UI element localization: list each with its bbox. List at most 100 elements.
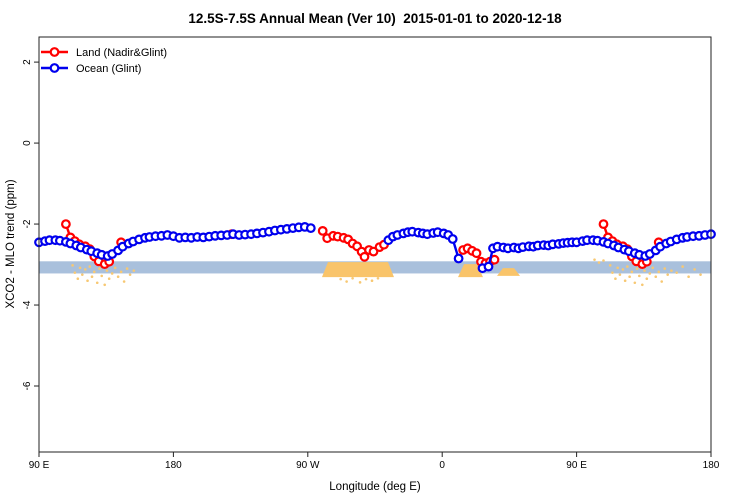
- legend-land-marker-icon: [49, 47, 60, 57]
- speckle-dot: [103, 283, 107, 287]
- speckle-dot: [621, 268, 625, 271]
- speckle-dot: [119, 270, 123, 274]
- speckle-dot: [132, 269, 136, 272]
- speckle-dot: [86, 279, 89, 283]
- speckle-dot: [657, 270, 661, 274]
- speckle-dot: [651, 266, 655, 270]
- land-patches: [321, 262, 521, 278]
- speckle-dot: [83, 268, 87, 271]
- ocean-point: [305, 223, 316, 234]
- speckle-dot: [635, 267, 639, 270]
- speckle-dot: [122, 280, 126, 283]
- speckle-dot: [71, 264, 74, 267]
- x-tick-label: 90 E: [566, 460, 587, 471]
- speckle-dot: [78, 266, 82, 270]
- speckle-dot: [638, 274, 641, 278]
- land-point: [359, 251, 370, 262]
- plot-border: [38, 36, 712, 453]
- speckle-dot: [663, 267, 667, 270]
- speckle-dot: [670, 269, 673, 272]
- legend: Land (Nadir&Glint) Ocean (Glint): [41, 47, 167, 75]
- speckle-dot: [81, 273, 84, 276]
- ocean-point: [453, 253, 464, 264]
- speckle-dot: [645, 277, 649, 281]
- speckle-dot: [110, 272, 114, 275]
- y-tick-label: 0: [22, 140, 33, 146]
- speckle-dot: [339, 277, 342, 281]
- speckle-dot: [687, 275, 690, 278]
- speckle-dot: [90, 275, 94, 278]
- y-tick-label: -2: [22, 219, 33, 228]
- x-axis-title: Longitude (deg E): [329, 481, 421, 493]
- data-series: [34, 219, 716, 274]
- speckle-dot: [113, 266, 117, 270]
- speckle-dot: [693, 268, 696, 271]
- speckle-dot: [125, 267, 129, 270]
- land-point: [598, 219, 609, 230]
- x-tick-label: 180: [703, 460, 720, 471]
- speckle-dot: [618, 273, 622, 276]
- y-axis: 2 0 -2 -4 -6: [22, 59, 39, 390]
- speckle-dot: [88, 265, 92, 268]
- speckle-dot: [608, 264, 612, 267]
- speckle-dot: [100, 274, 104, 278]
- speckle-dot: [643, 269, 646, 272]
- speckle-dot: [626, 265, 629, 268]
- speckle-markers: [71, 258, 702, 287]
- x-tick-label: 90 W: [296, 460, 320, 471]
- land-point: [61, 219, 71, 230]
- x-tick-label: 180: [165, 460, 182, 471]
- speckle-dot: [623, 279, 627, 283]
- speckle-dot: [98, 267, 101, 270]
- legend-land-label: Land (Nadir&Glint): [76, 47, 167, 59]
- speckle-dot: [92, 270, 96, 274]
- speckle-dot: [95, 281, 99, 285]
- legend-ocean-label: Ocean (Glint): [76, 63, 141, 75]
- y-tick-label: -4: [22, 300, 33, 309]
- speckle-dot: [699, 273, 702, 276]
- speckle-dot: [675, 271, 678, 274]
- speckle-dot: [358, 281, 362, 284]
- speckle-dot: [370, 279, 374, 283]
- land-point: [471, 248, 482, 259]
- speckle-dot: [654, 275, 658, 278]
- speckle-dot: [630, 270, 634, 274]
- ocean-point: [483, 261, 494, 272]
- speckle-dot: [105, 269, 109, 272]
- speckle-dot: [628, 275, 631, 278]
- speckle-dot: [76, 277, 80, 281]
- speckle-dot: [641, 283, 644, 287]
- speckle-dot: [376, 277, 380, 280]
- speckle-dot: [602, 259, 605, 262]
- speckle-dot: [597, 261, 601, 264]
- speckle-dot: [364, 277, 368, 281]
- land-patch: [321, 262, 394, 278]
- speckle-dot: [660, 280, 664, 283]
- speckle-dot: [633, 281, 637, 285]
- y-axis-title: XCO2 - MLO trend (ppm): [5, 179, 17, 308]
- legend-ocean-marker-icon: [49, 63, 60, 73]
- speckle-dot: [666, 273, 669, 276]
- ocean-point: [447, 234, 458, 244]
- speckle-dot: [351, 277, 354, 280]
- speckle-dot: [614, 277, 617, 281]
- y-tick-label: 2: [22, 59, 33, 65]
- chart-title: 12.5S-7.5S Annual Mean (Ver 10) 2015-01-…: [188, 11, 562, 26]
- land-patch: [496, 268, 521, 276]
- speckle-dot: [616, 266, 619, 270]
- speckle-dot: [345, 280, 348, 283]
- speckle-dot: [611, 271, 614, 274]
- land-patch: [458, 264, 483, 278]
- speckle-dot: [648, 272, 652, 275]
- speckle-dot: [681, 265, 684, 268]
- speckle-dot: [128, 273, 132, 276]
- x-axis: 90 E 180 90 W 0 90 E 180: [29, 452, 720, 471]
- speckle-dot: [107, 277, 111, 281]
- land-point: [317, 225, 328, 236]
- x-tick-label: 0: [439, 460, 445, 471]
- speckle-dot: [593, 258, 596, 261]
- y-tick-label: -6: [22, 381, 33, 390]
- x-tick-label: 90 E: [29, 460, 50, 471]
